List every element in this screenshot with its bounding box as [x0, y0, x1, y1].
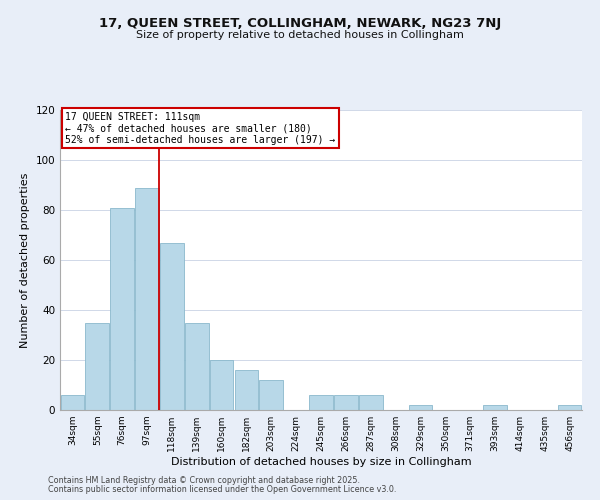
Bar — [359, 395, 383, 410]
Bar — [110, 208, 134, 410]
Bar — [210, 360, 233, 410]
Text: Size of property relative to detached houses in Collingham: Size of property relative to detached ho… — [136, 30, 464, 40]
Text: Contains public sector information licensed under the Open Government Licence v3: Contains public sector information licen… — [48, 484, 397, 494]
Bar — [334, 395, 358, 410]
Text: 17, QUEEN STREET, COLLINGHAM, NEWARK, NG23 7NJ: 17, QUEEN STREET, COLLINGHAM, NEWARK, NG… — [99, 18, 501, 30]
Y-axis label: Number of detached properties: Number of detached properties — [20, 172, 30, 348]
Bar — [85, 322, 109, 410]
Text: Contains HM Land Registry data © Crown copyright and database right 2025.: Contains HM Land Registry data © Crown c… — [48, 476, 360, 485]
Bar — [185, 322, 209, 410]
Bar — [259, 380, 283, 410]
Bar — [483, 405, 507, 410]
Bar — [409, 405, 432, 410]
Bar — [235, 370, 258, 410]
Text: 17 QUEEN STREET: 111sqm
← 47% of detached houses are smaller (180)
52% of semi-d: 17 QUEEN STREET: 111sqm ← 47% of detache… — [65, 112, 335, 144]
Bar — [135, 188, 159, 410]
Bar — [558, 405, 581, 410]
Bar — [309, 395, 333, 410]
Bar — [61, 395, 84, 410]
Bar — [160, 242, 184, 410]
X-axis label: Distribution of detached houses by size in Collingham: Distribution of detached houses by size … — [170, 457, 472, 467]
